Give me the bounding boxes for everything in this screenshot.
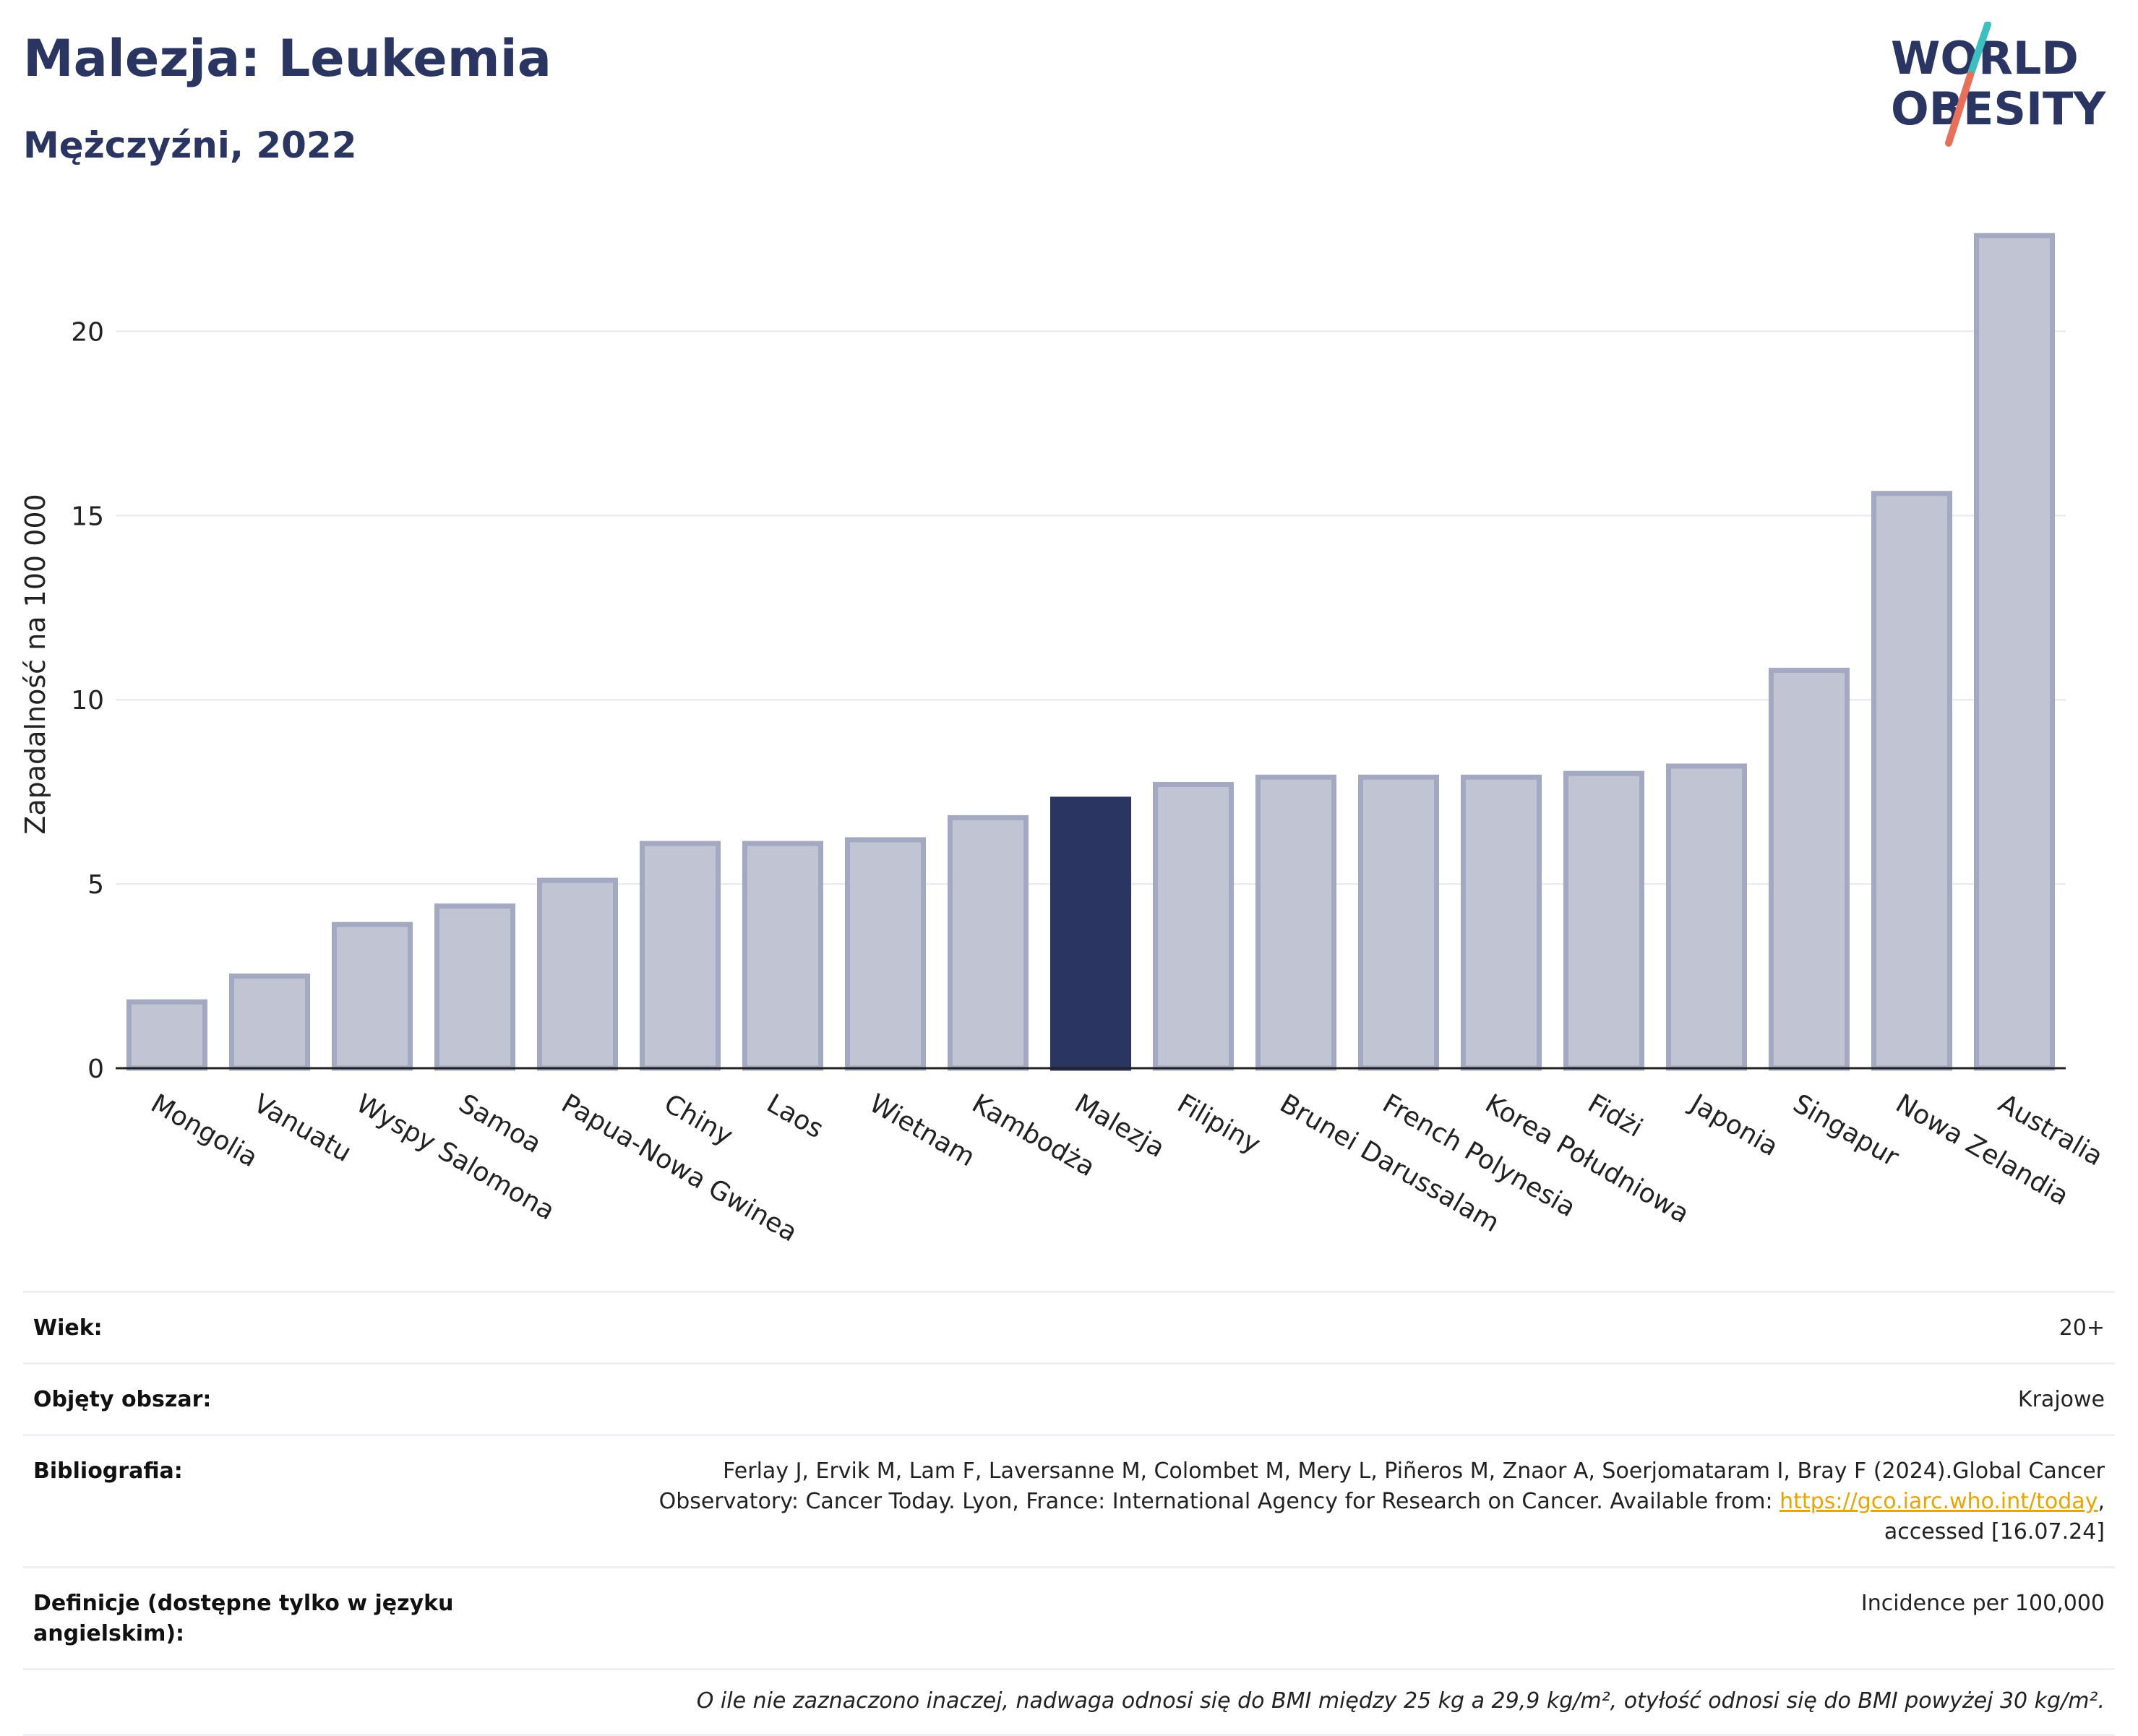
- y-tick-label: 15: [71, 502, 104, 531]
- bar-papua-nowa-gwinea: [536, 877, 619, 1071]
- page-title: Malezja: Leukemia: [23, 29, 551, 88]
- bibliography-comma: ,: [2098, 1489, 2105, 1514]
- meta-value: 20+: [2058, 1315, 2105, 1341]
- bars: [126, 233, 2056, 1071]
- meta-value: Krajowe: [2017, 1387, 2105, 1412]
- logo-text-obesity: OBESITY: [1891, 82, 2106, 135]
- meta-label: Objęty obszar:: [33, 1387, 212, 1412]
- meta-value: Ferlay J, Ervik M, Lam F, Laversanne M, …: [496, 1456, 2105, 1547]
- meta-row-age: Wiek: 20+: [23, 1293, 2115, 1365]
- bar-australia: [1973, 233, 2056, 1071]
- bibliography-line-1: Ferlay J, Ervik M, Lam F, Laversanne M, …: [723, 1458, 2105, 1484]
- bar-chiny: [639, 841, 721, 1071]
- bar-french-polynesia: [1357, 774, 1440, 1071]
- y-tick-label: 10: [71, 686, 104, 716]
- x-tick-label: Mongolia: [146, 1088, 263, 1173]
- bar-wyspy-salomona: [331, 921, 413, 1071]
- meta-label: Bibliografia:: [33, 1458, 183, 1484]
- logo-slash-coral: [1945, 72, 1974, 147]
- y-tick-labels: 0 5 10 15 20: [71, 317, 104, 1084]
- meta-row-coverage: Objęty obszar: Krajowe: [23, 1365, 2115, 1436]
- bar-mongolia: [126, 999, 208, 1071]
- y-tick-label: 20: [71, 317, 104, 347]
- bar-samoa: [434, 903, 516, 1071]
- y-tick-label: 5: [87, 870, 104, 900]
- meta-label: Wiek:: [33, 1315, 103, 1341]
- x-tick-label: Fidżi: [1583, 1088, 1648, 1143]
- bar-filipiny: [1152, 781, 1235, 1071]
- bar-brunei-darussalam: [1255, 774, 1337, 1071]
- x-tick-label: Chiny: [659, 1088, 738, 1151]
- x-tick-label: Singapur: [1788, 1088, 1904, 1172]
- metadata-table: Wiek: 20+ Objęty obszar: Krajowe Bibliog…: [23, 1291, 2115, 1736]
- x-tick-label: Nowa Zelandia: [1891, 1088, 2074, 1211]
- x-tick-label: Japonia: [1684, 1088, 1783, 1162]
- bar-kambod-a: [947, 815, 1029, 1071]
- y-tick-label: 0: [87, 1054, 104, 1084]
- bar-malezja: [1049, 796, 1132, 1071]
- x-tick-label: Vanuatu: [249, 1088, 356, 1168]
- meta-row-definitions: Definicje (dostępne tylko w języku angie…: [23, 1568, 2115, 1670]
- bibliography-line-2-text: Observatory: Cancer Today. Lyon, France:…: [658, 1489, 1780, 1514]
- bar-wietnam: [844, 837, 927, 1071]
- bar-singapur: [1768, 667, 1850, 1071]
- bibliography-line-3: accessed [16.07.24]: [1884, 1519, 2105, 1544]
- bar-nowa-zelandia: [1871, 491, 1953, 1071]
- logo-slash-teal: [1967, 22, 1991, 79]
- x-tick-label: Wietnam: [864, 1088, 980, 1172]
- meta-label: Definicje (dostępne tylko w języku angie…: [33, 1591, 454, 1646]
- bar-fid-i: [1563, 770, 1645, 1071]
- x-tick-label: Laos: [762, 1088, 828, 1144]
- meta-value: Incidence per 100,000: [1860, 1591, 2105, 1616]
- y-axis-title: Zapadalność na 100 000: [20, 494, 51, 834]
- bmi-footnote: O ile nie zaznaczono inaczej, nadwaga od…: [23, 1670, 2115, 1736]
- bar-vanuatu: [228, 974, 311, 1071]
- bar-japonia: [1665, 763, 1748, 1071]
- bar-laos: [742, 841, 824, 1071]
- source-link[interactable]: https://gco.iarc.who.int/today: [1779, 1489, 2098, 1514]
- page-subtitle: Mężczyźni, 2022: [23, 124, 357, 166]
- bibliography-line-2: Observatory: Cancer Today. Lyon, France:…: [496, 1487, 2105, 1517]
- bar-korea-po-udniowa: [1460, 774, 1542, 1071]
- world-obesity-logo: WORLD OBESITY: [1891, 22, 2106, 147]
- meta-row-bibliography: Bibliografia: Ferlay J, Ervik M, Lam F, …: [23, 1436, 2115, 1568]
- x-tick-label: Filipiny: [1172, 1088, 1266, 1159]
